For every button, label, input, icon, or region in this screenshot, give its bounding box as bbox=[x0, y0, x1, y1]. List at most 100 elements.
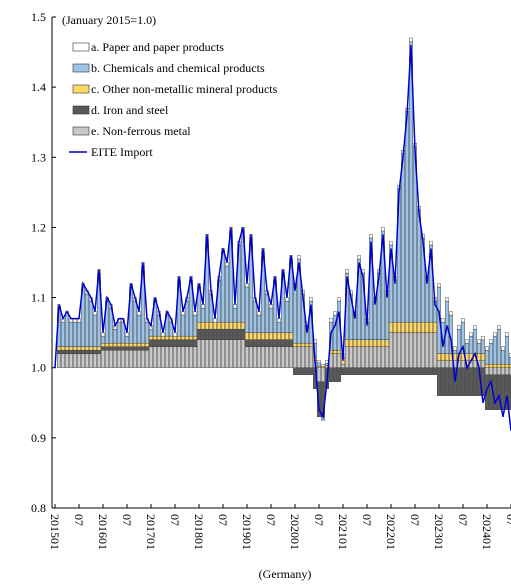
bar-segment bbox=[77, 349, 81, 354]
bar-segment bbox=[277, 332, 281, 340]
bar-segment bbox=[205, 339, 209, 368]
bar-segment bbox=[109, 342, 113, 347]
bar-segment bbox=[133, 300, 137, 344]
bar-segment bbox=[293, 367, 297, 375]
bar-segment bbox=[285, 339, 289, 347]
bar-segment bbox=[317, 360, 321, 364]
bar-segment bbox=[349, 339, 353, 347]
bar-segment bbox=[441, 353, 445, 361]
bar-segment bbox=[353, 314, 357, 340]
bar-segment bbox=[381, 346, 385, 368]
bar-segment bbox=[257, 311, 261, 316]
bar-segment bbox=[145, 342, 149, 347]
bar-segment bbox=[185, 346, 189, 368]
bar-segment bbox=[369, 234, 373, 239]
bar-segment bbox=[169, 346, 173, 368]
bar-segment bbox=[293, 346, 297, 368]
bar-segment bbox=[193, 335, 197, 340]
bar-segment bbox=[97, 353, 101, 368]
bar-segment bbox=[481, 335, 485, 340]
bar-segment bbox=[89, 353, 93, 368]
bar-segment bbox=[281, 332, 285, 340]
bar-segment bbox=[129, 346, 133, 351]
bar-segment bbox=[77, 321, 81, 347]
bar-segment bbox=[113, 346, 117, 351]
bar-segment bbox=[289, 339, 293, 347]
bar-segment bbox=[181, 314, 185, 337]
bar-segment bbox=[65, 353, 69, 368]
bar-segment bbox=[105, 349, 109, 368]
bar-segment bbox=[289, 346, 293, 368]
x-tick-label: 07 bbox=[360, 514, 374, 526]
bar-segment bbox=[341, 364, 345, 368]
bar-segment bbox=[221, 251, 225, 323]
bar-segment bbox=[345, 339, 349, 347]
bar-segment bbox=[153, 335, 157, 340]
bar-segment bbox=[337, 297, 341, 302]
bar-segment bbox=[345, 346, 349, 368]
bar-segment bbox=[77, 353, 81, 368]
bar-segment bbox=[73, 321, 77, 347]
bar-segment bbox=[117, 342, 121, 347]
x-tick-label: 07 bbox=[312, 514, 326, 526]
bar-segment bbox=[185, 339, 189, 347]
bar-segment bbox=[233, 304, 237, 309]
bar-segment bbox=[493, 364, 497, 368]
bar-segment bbox=[477, 353, 481, 361]
bar-segment bbox=[361, 346, 365, 368]
bar-segment bbox=[333, 353, 337, 368]
bar-segment bbox=[449, 367, 453, 396]
bar-segment bbox=[277, 339, 281, 347]
bar-segment bbox=[321, 364, 325, 367]
bar-segment bbox=[281, 339, 285, 347]
bar-segment bbox=[425, 332, 429, 368]
bar-segment bbox=[409, 37, 413, 42]
bar-segment bbox=[85, 353, 89, 368]
bar-segment bbox=[137, 346, 141, 351]
bar-segment bbox=[209, 328, 213, 340]
bar-segment bbox=[497, 374, 501, 411]
y-tick-label: 1.5 bbox=[31, 10, 46, 24]
bar-segment bbox=[189, 346, 193, 368]
bar-segment bbox=[245, 339, 249, 347]
bar-segment bbox=[437, 360, 441, 368]
bar-segment bbox=[181, 311, 185, 316]
bar-segment bbox=[381, 227, 385, 232]
bar-segment bbox=[185, 335, 189, 340]
bar-segment bbox=[161, 346, 165, 368]
bar-segment bbox=[253, 339, 257, 347]
bar-segment bbox=[321, 367, 325, 382]
bar-segment bbox=[389, 241, 393, 246]
bar-segment bbox=[485, 346, 489, 351]
bar-segment bbox=[161, 335, 165, 340]
legend-swatch bbox=[72, 63, 90, 73]
bar-segment bbox=[217, 328, 221, 340]
note: (January 2015=1.0) bbox=[62, 13, 156, 27]
y-tick-label: 1.3 bbox=[31, 150, 46, 164]
bar-segment bbox=[161, 332, 165, 337]
bar-segment bbox=[333, 367, 337, 382]
bar-segment bbox=[125, 335, 129, 344]
bar-segment bbox=[173, 332, 177, 337]
bar-segment bbox=[405, 111, 409, 323]
x-tick-label: 202401 bbox=[480, 514, 494, 550]
bar-segment bbox=[425, 279, 429, 323]
bar-segment bbox=[65, 346, 69, 351]
bar-segment bbox=[209, 339, 213, 368]
bar-segment bbox=[501, 346, 505, 351]
bar-segment bbox=[137, 314, 141, 344]
legend-swatch bbox=[72, 105, 90, 115]
bar-segment bbox=[409, 332, 413, 368]
bar-segment bbox=[81, 349, 85, 354]
bar-segment bbox=[373, 339, 377, 347]
y-tick-label: 0.8 bbox=[31, 501, 46, 515]
x-tick-label: 202101 bbox=[336, 514, 350, 550]
bar-segment bbox=[381, 367, 385, 375]
bar-segment bbox=[265, 293, 269, 333]
bar-segment bbox=[233, 339, 237, 368]
bar-segment bbox=[485, 349, 489, 365]
bar-segment bbox=[285, 300, 289, 333]
bar-segment bbox=[269, 346, 273, 368]
bar-segment bbox=[409, 367, 413, 375]
bar-segment bbox=[197, 339, 201, 368]
